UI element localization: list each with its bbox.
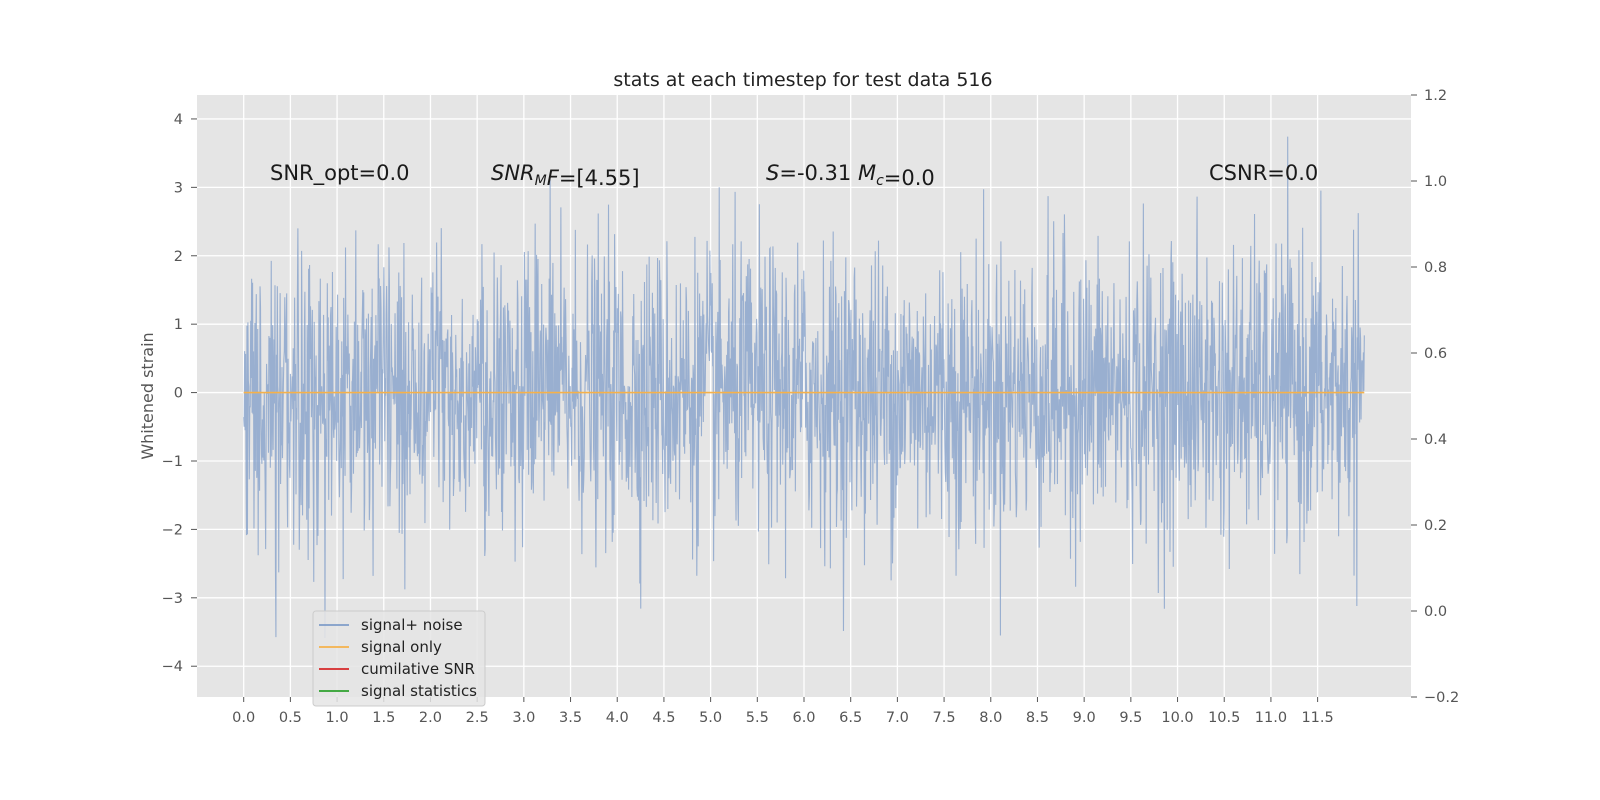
x-tick-label: 2.0 xyxy=(419,710,442,726)
annotation-part: CSNR=0.0 xyxy=(1209,161,1318,185)
x-tick-label: 5.5 xyxy=(746,710,769,726)
y2-tick-label: 0.0 xyxy=(1424,604,1447,620)
x-tick-label: 1.0 xyxy=(326,710,349,726)
y-tick-label: −2 xyxy=(162,522,183,538)
annotation-text: SNR_opt=0.0 xyxy=(270,161,410,186)
x-tick-label: 1.5 xyxy=(372,710,395,726)
x-tick-label: 9.5 xyxy=(1119,710,1142,726)
x-tick-label: 11.0 xyxy=(1255,710,1287,726)
x-tick-label: 0.0 xyxy=(232,710,255,726)
x-tick-label: 2.5 xyxy=(466,710,489,726)
y2-tick-label: 0.4 xyxy=(1424,432,1447,448)
annotation-part: SNR xyxy=(491,161,535,185)
x-tick-label: 3.5 xyxy=(559,710,582,726)
signal-noise-series xyxy=(243,136,1365,639)
x-tick-label: 0.5 xyxy=(279,710,302,726)
chart-title: stats at each timestep for test data 516 xyxy=(613,69,992,91)
y-tick-label: −1 xyxy=(162,454,183,470)
signal-noise-line xyxy=(243,136,1365,639)
legend-label: signal+ noise xyxy=(361,616,463,634)
x-tick-label: 8.0 xyxy=(979,710,1002,726)
annotation-part: M xyxy=(858,161,876,185)
y-tick-label: 0 xyxy=(174,386,183,402)
y-axis-right: −0.2 0.0 0.2 0.4 0.6 0.8 1.0 1.2 xyxy=(1411,88,1459,706)
legend-label: signal statistics xyxy=(361,682,477,700)
annotation-part: M xyxy=(535,173,547,189)
y2-tick-label: −0.2 xyxy=(1424,690,1459,706)
y-axis-label: Whitened strain xyxy=(138,332,157,459)
annotations: SNR_opt=0.0 SNRMF=[4.55] S=-0.31 Mc=0.0 CSN… xyxy=(270,161,1318,190)
x-tick-label: 10.0 xyxy=(1161,710,1193,726)
x-tick-label: 6.0 xyxy=(792,710,815,726)
annotation-part: =[4.55] xyxy=(559,166,640,190)
y-tick-label: −4 xyxy=(162,659,183,675)
x-tick-label: 11.5 xyxy=(1301,710,1333,726)
legend-box xyxy=(312,610,486,707)
annotation-part: =0.0 xyxy=(884,166,935,190)
y2-tick-label: 1.0 xyxy=(1424,174,1447,190)
y-tick-label: 1 xyxy=(174,317,183,333)
annotation-text: SNRMF=[4.55] xyxy=(491,161,640,190)
y-tick-label: 2 xyxy=(174,249,183,265)
x-tick-label: 9.0 xyxy=(1073,710,1096,726)
legend-label: signal only xyxy=(361,638,442,656)
x-tick-label: 3.0 xyxy=(512,710,535,726)
y-axis-left: −4 −3 −2 −1 0 1 2 3 4 xyxy=(162,112,197,675)
x-tick-label: 4.5 xyxy=(652,710,675,726)
annotation-part: c xyxy=(876,173,884,189)
y-tick-label: 4 xyxy=(174,112,183,128)
legend-label: cumilative SNR xyxy=(361,660,475,678)
annotation-text: CSNR=0.0 xyxy=(1209,161,1318,185)
x-tick-label: 7.5 xyxy=(933,710,956,726)
annotation-part: S xyxy=(766,161,779,185)
x-tick-label: 8.5 xyxy=(1026,710,1049,726)
x-tick-label: 5.0 xyxy=(699,710,722,726)
annotation-part: SNR_opt=0.0 xyxy=(270,161,410,186)
annotation-text: S=-0.31 Mc=0.0 xyxy=(766,161,935,190)
y2-tick-label: 0.2 xyxy=(1424,518,1447,534)
annotation-part: F xyxy=(547,166,560,190)
y2-tick-label: 0.8 xyxy=(1424,260,1447,276)
y2-tick-label: 1.2 xyxy=(1424,88,1447,104)
x-tick-label: 10.5 xyxy=(1208,710,1240,726)
x-tick-label: 7.0 xyxy=(886,710,909,726)
y-tick-label: −3 xyxy=(162,591,183,607)
x-axis: 0.0 0.5 1.0 1.5 2.0 2.5 3.0 3.5 4.0 4.5 5.0 5.5 6.0 6… xyxy=(232,697,1334,726)
y-tick-label: 3 xyxy=(174,180,183,196)
legend: signal+ noise signal only cumilative SNR si… xyxy=(312,610,486,707)
annotation-part: =-0.31 xyxy=(779,161,858,185)
y2-tick-label: 0.6 xyxy=(1424,346,1447,362)
x-tick-label: 4.0 xyxy=(606,710,629,726)
x-tick-label: 6.5 xyxy=(839,710,862,726)
